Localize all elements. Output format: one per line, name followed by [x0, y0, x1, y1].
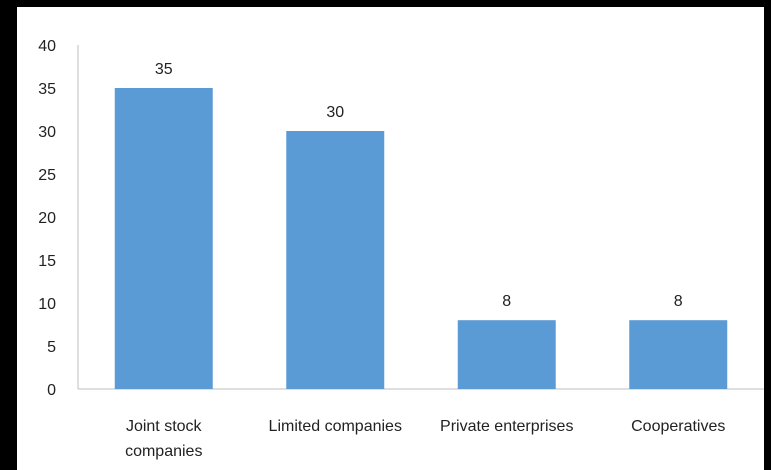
data-label: 30: [326, 104, 344, 121]
chart-frame-right: [764, 0, 771, 470]
y-tick-label: 0: [47, 382, 56, 399]
bar: [115, 88, 213, 389]
x-tick-label: companies: [125, 443, 202, 460]
y-tick-label: 30: [38, 124, 56, 141]
bar: [629, 320, 727, 389]
chart-frame-left: [0, 0, 17, 470]
plot-area: 0 5 10 15 20 25 30 35 40 35 Joint stock companies 30…: [38, 38, 764, 460]
y-tick-label: 20: [38, 210, 56, 227]
y-tick-label: 25: [38, 167, 56, 184]
y-tick-label: 40: [38, 38, 56, 55]
y-tick-label: 10: [38, 296, 56, 313]
x-tick-label: Private enterprises: [440, 418, 573, 435]
data-label: 35: [155, 61, 173, 78]
y-tick-label: 15: [38, 253, 56, 270]
x-tick-label: Limited companies: [269, 418, 402, 435]
data-label: 8: [674, 293, 683, 310]
y-tick-label: 5: [47, 339, 56, 356]
y-tick-label: 35: [38, 81, 56, 98]
chart-frame-top: [0, 0, 771, 7]
x-tick-label: Cooperatives: [631, 418, 725, 435]
bar: [458, 320, 556, 389]
x-tick-label: Joint stock: [126, 418, 203, 435]
data-label: 8: [502, 293, 511, 310]
bar: [286, 131, 384, 389]
